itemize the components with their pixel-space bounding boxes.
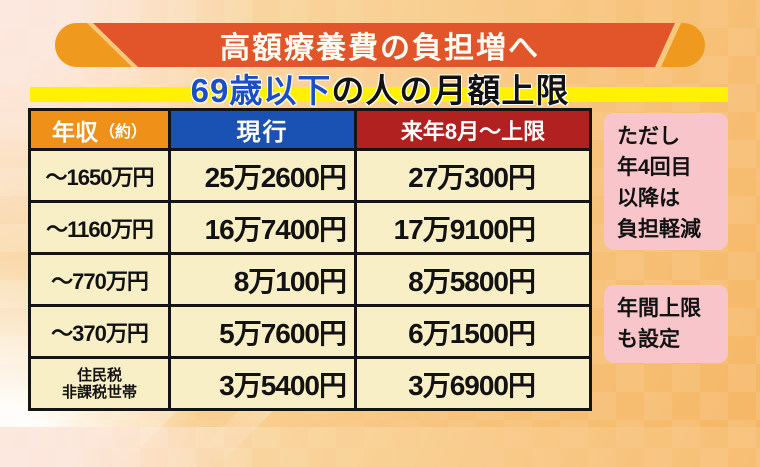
monthly-cap-table: 年収 （約） 現行 来年8月～上限 ～1650万円 25万2600円 27万300…	[28, 108, 592, 411]
subtitle: 69歳以下の人の月額上限	[0, 64, 760, 112]
headline-banner: 高額療養費の負担増へ	[55, 23, 705, 67]
august-cap-row-3: 8万5800円	[357, 255, 589, 304]
income-row-4: ～370万円	[31, 307, 168, 356]
income-row-1: ～1650万円	[31, 151, 168, 200]
note-repeat-reduction: ただし 年4回目 以降は 負担軽減	[604, 113, 728, 250]
income-header-label: 年収	[51, 118, 98, 145]
current-cap-row-4: 5万7600円	[171, 307, 354, 356]
note-annual-cap: 年間上限 も設定	[604, 285, 728, 363]
subtitle-highlight-bar	[30, 87, 728, 102]
current-cap-row-2: 16万7400円	[171, 203, 354, 252]
column-header-income: 年収 （約）	[31, 111, 168, 148]
income-header-approx: （約）	[98, 123, 147, 141]
column-header-august: 来年8月～上限	[357, 111, 589, 148]
banner-middle	[93, 23, 675, 67]
headline-title: 高額療養費の負担増へ	[220, 32, 540, 65]
august-cap-row-1: 27万300円	[357, 151, 589, 200]
income-row-3: ～770万円	[31, 255, 168, 304]
current-cap-row-5: 3万5400円	[171, 359, 354, 408]
august-cap-row-4: 6万1500円	[357, 307, 589, 356]
current-cap-row-1: 25万2600円	[171, 151, 354, 200]
subtitle-age-range: 69歳以下	[190, 72, 332, 109]
subtitle-rest: の人の月額上限	[331, 72, 570, 109]
column-header-current: 現行	[171, 111, 354, 148]
income-row-5: 住民税 非課税世帯	[31, 359, 168, 408]
current-cap-row-3: 8万100円	[171, 255, 354, 304]
august-cap-row-5: 3万6900円	[357, 359, 589, 408]
income-row-2: ～1160万円	[31, 203, 168, 252]
august-cap-row-2: 17万9100円	[357, 203, 589, 252]
